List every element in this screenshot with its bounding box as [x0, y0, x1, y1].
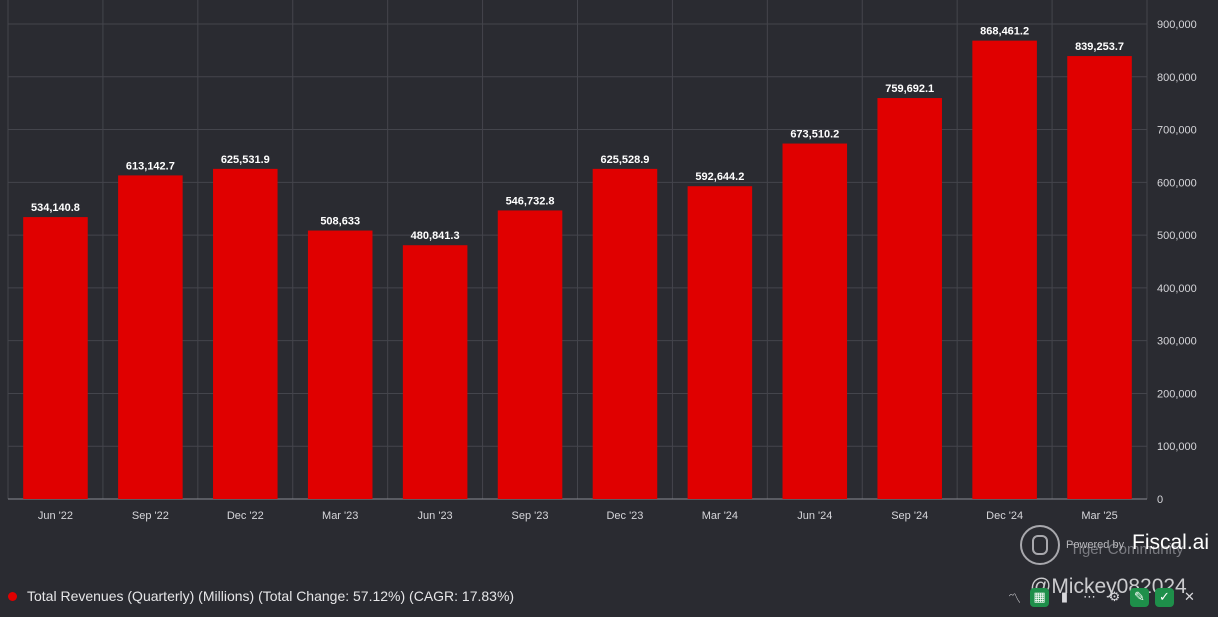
- x-tick-label: Mar '23: [322, 510, 358, 522]
- data-label: 592,644.2: [695, 171, 744, 183]
- brand-name: Fiscal.ai: [1132, 531, 1210, 554]
- more-icon[interactable]: ⋯: [1083, 589, 1096, 604]
- y-tick-label: 900,000: [1157, 19, 1197, 31]
- data-labels: 534,140.8 613,142.7 625,531.9 508,633 480,84…: [31, 26, 1124, 243]
- y-tick-label: 200,000: [1157, 388, 1197, 400]
- bar[interactable]: [402, 245, 468, 499]
- pin-icon[interactable]: ✎: [1130, 587, 1149, 607]
- bar[interactable]: [687, 186, 753, 499]
- y-tick-label: 600,000: [1157, 177, 1197, 189]
- y-tick-label: 0: [1157, 494, 1163, 506]
- data-label: 480,841.3: [411, 230, 460, 242]
- x-tick-label: Mar '25: [1081, 510, 1117, 522]
- bar[interactable]: [497, 210, 563, 499]
- x-tick-label: Sep '24: [891, 510, 928, 522]
- brand: Tiger Community Powered by Fiscal.ai: [1020, 525, 1215, 570]
- grid-lines: [7, 0, 1148, 500]
- y-tick-label: 300,000: [1157, 336, 1197, 348]
- bar-chart-icon[interactable]: ▮: [1060, 589, 1069, 604]
- bar[interactable]: [118, 175, 183, 499]
- y-tick-label: 400,000: [1157, 283, 1197, 295]
- data-label: 625,531.9: [221, 154, 270, 166]
- x-tick-label: Jun '22: [38, 510, 73, 522]
- bar[interactable]: [1067, 56, 1132, 499]
- x-tick-label: Dec '24: [986, 510, 1023, 522]
- x-axis: Jun '22 Sep '22 Dec '22 Mar '23 Jun '23 Sep '…: [38, 510, 1118, 522]
- x-tick-label: Sep '22: [132, 510, 169, 522]
- close-icon[interactable]: ✕: [1184, 589, 1195, 604]
- x-tick-label: Sep '23: [512, 510, 549, 522]
- community-label: Tiger Community: [1070, 541, 1184, 558]
- tiger-logo-icon: [1020, 525, 1060, 565]
- bar[interactable]: [972, 40, 1037, 499]
- legend[interactable]: Total Revenues (Quarterly) (Millions) (T…: [8, 586, 514, 606]
- x-tick-label: Mar '24: [702, 510, 738, 522]
- data-label: 613,142.7: [126, 160, 175, 172]
- x-tick-label: Jun '24: [797, 510, 832, 522]
- data-label: 625,528.9: [600, 154, 649, 166]
- data-label: 868,461.2: [980, 26, 1029, 38]
- y-tick-label: 100,000: [1157, 441, 1197, 453]
- data-label: 839,253.7: [1075, 41, 1124, 53]
- x-tick-label: Dec '22: [227, 510, 264, 522]
- data-label: 546,732.8: [506, 195, 555, 207]
- bar[interactable]: [592, 168, 658, 499]
- excel-icon[interactable]: ▦: [1030, 587, 1049, 607]
- x-tick-label: Jun '23: [418, 510, 453, 522]
- bar[interactable]: [877, 98, 942, 499]
- bar[interactable]: [782, 143, 848, 499]
- bar[interactable]: [23, 217, 88, 500]
- gear-icon[interactable]: ⚙: [1108, 589, 1121, 604]
- bars: [23, 40, 1132, 500]
- line-chart-icon[interactable]: 〽: [1007, 590, 1021, 606]
- y-tick-label: 700,000: [1157, 125, 1197, 137]
- data-label: 673,510.2: [790, 129, 839, 141]
- y-tick-label: 800,000: [1157, 72, 1197, 84]
- data-label: 759,692.1: [885, 83, 934, 95]
- bar[interactable]: [213, 168, 278, 500]
- bar[interactable]: [307, 230, 373, 499]
- legend-marker: [8, 591, 17, 601]
- chart-toolbar: 〽 ▦ ▮ ⋯ ⚙ ✎ ✓ ✕: [1005, 586, 1199, 608]
- legend-label: Total Revenues (Quarterly) (Millions) (T…: [27, 588, 515, 604]
- powered-by-label: Powered by: [1066, 539, 1125, 551]
- y-tick-label: 500,000: [1157, 230, 1197, 242]
- check-icon[interactable]: ✓: [1155, 587, 1174, 607]
- x-tick-label: Dec '23: [606, 510, 643, 522]
- y-axis: 0 100,000 200,000 300,000 400,000 500,000 600,…: [1157, 19, 1197, 506]
- data-label: 534,140.8: [31, 202, 80, 214]
- data-label: 508,633: [320, 216, 360, 228]
